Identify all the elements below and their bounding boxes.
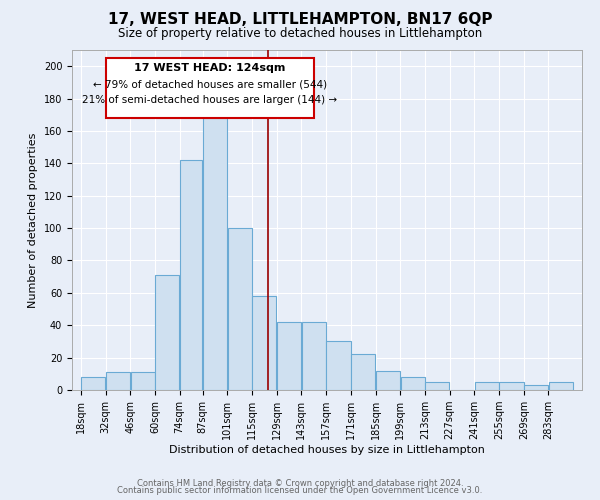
Bar [155, 275, 179, 390]
Bar [81, 377, 105, 390]
Text: Contains HM Land Registry data © Crown copyright and database right 2024.: Contains HM Land Registry data © Crown c… [137, 478, 463, 488]
Bar [549, 382, 573, 390]
Bar [499, 382, 523, 390]
Bar [351, 354, 375, 390]
Text: ← 79% of detached houses are smaller (544): ← 79% of detached houses are smaller (54… [92, 79, 327, 89]
Bar [203, 118, 227, 390]
Bar [302, 322, 326, 390]
Bar [277, 322, 301, 390]
Text: Size of property relative to detached houses in Littlehampton: Size of property relative to detached ho… [118, 28, 482, 40]
Text: 17 WEST HEAD: 124sqm: 17 WEST HEAD: 124sqm [134, 63, 286, 73]
Bar [106, 58, 314, 118]
Text: 17, WEST HEAD, LITTLEHAMPTON, BN17 6QP: 17, WEST HEAD, LITTLEHAMPTON, BN17 6QP [108, 12, 492, 28]
Text: 21% of semi-detached houses are larger (144) →: 21% of semi-detached houses are larger (… [82, 96, 337, 106]
Bar [425, 382, 449, 390]
Bar [401, 377, 425, 390]
Bar [180, 160, 202, 390]
X-axis label: Distribution of detached houses by size in Littlehampton: Distribution of detached houses by size … [169, 445, 485, 455]
Bar [326, 342, 350, 390]
Y-axis label: Number of detached properties: Number of detached properties [28, 132, 38, 308]
Text: Contains public sector information licensed under the Open Government Licence v3: Contains public sector information licen… [118, 486, 482, 495]
Bar [376, 370, 400, 390]
Bar [106, 372, 130, 390]
Bar [524, 385, 548, 390]
Bar [131, 372, 155, 390]
Bar [227, 228, 252, 390]
Bar [475, 382, 499, 390]
Bar [252, 296, 277, 390]
